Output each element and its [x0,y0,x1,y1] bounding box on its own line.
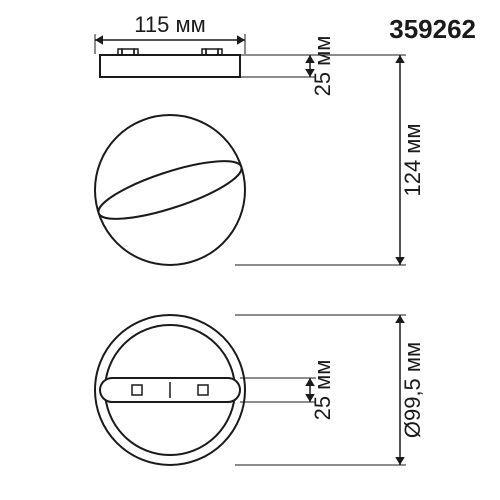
svg-text:Ø99,5 мм: Ø99,5 мм [400,342,425,438]
svg-text:25 мм: 25 мм [310,360,335,421]
svg-text:124 мм: 124 мм [400,123,425,196]
technical-drawing: 115 мм 25 мм 124 мм 25 мм Ø99,5 мм [0,0,500,500]
product-id: 359262 [389,14,476,45]
svg-text:115 мм: 115 мм [134,12,205,37]
svg-text:25 мм: 25 мм [310,36,335,97]
